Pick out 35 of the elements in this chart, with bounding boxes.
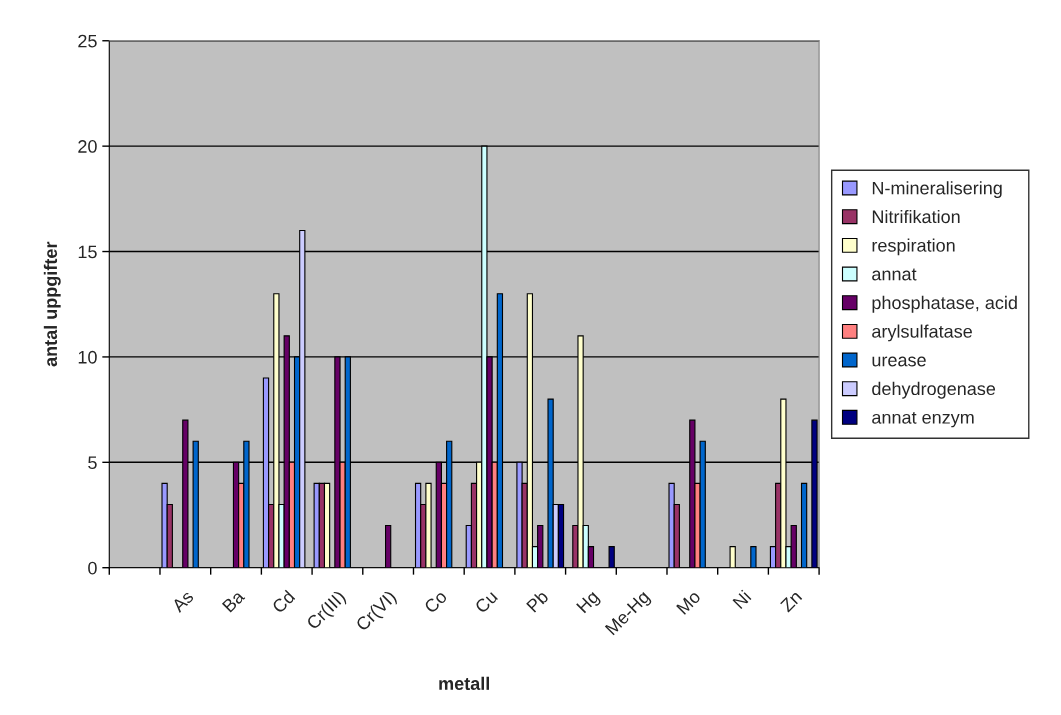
y-tick-label: 20	[78, 140, 97, 153]
x-tick-label: Pb	[525, 589, 550, 613]
bar	[557, 503, 565, 568]
x-tick-label: Zn	[779, 590, 803, 613]
x-tick-label: Mo	[676, 589, 702, 615]
y-axis-title: antal uppgifter	[43, 241, 61, 367]
x-tick-label: Co	[423, 589, 448, 614]
bar	[323, 482, 331, 568]
y-tick-label: 15	[78, 245, 97, 259]
legend-label: dehydrogenase	[872, 381, 996, 399]
bar	[608, 546, 615, 568]
legend-label: Nitrifikation	[872, 209, 960, 224]
bar	[750, 546, 757, 568]
legend-label: N-mineralisering	[872, 181, 1002, 199]
y-tick-label: 10	[78, 350, 97, 364]
bar	[729, 546, 736, 568]
x-tick-label: As	[170, 589, 195, 614]
legend-label: urease	[872, 356, 926, 367]
y-tick-label: 0	[88, 561, 97, 575]
legend-label: arylsulfatase	[872, 324, 972, 342]
legend-label: annat enzym	[872, 411, 974, 428]
x-axis-title: metall	[439, 676, 489, 690]
bar	[800, 482, 808, 568]
x-tick-label: Ni	[732, 589, 752, 610]
legend-label: phosphatase, acid	[872, 295, 1017, 313]
legend-label: annat	[872, 268, 917, 281]
x-tick-label: Ba	[221, 589, 246, 613]
bar	[313, 482, 320, 568]
legend-label: respiration	[872, 238, 955, 256]
x-tick-label: Cd	[271, 589, 296, 614]
x-tick-label: Hg	[576, 590, 603, 616]
y-tick-label: 25	[78, 34, 97, 48]
y-tick-label: 5	[88, 456, 97, 470]
bar	[384, 524, 392, 568]
x-tick-label: Cu	[474, 589, 499, 614]
